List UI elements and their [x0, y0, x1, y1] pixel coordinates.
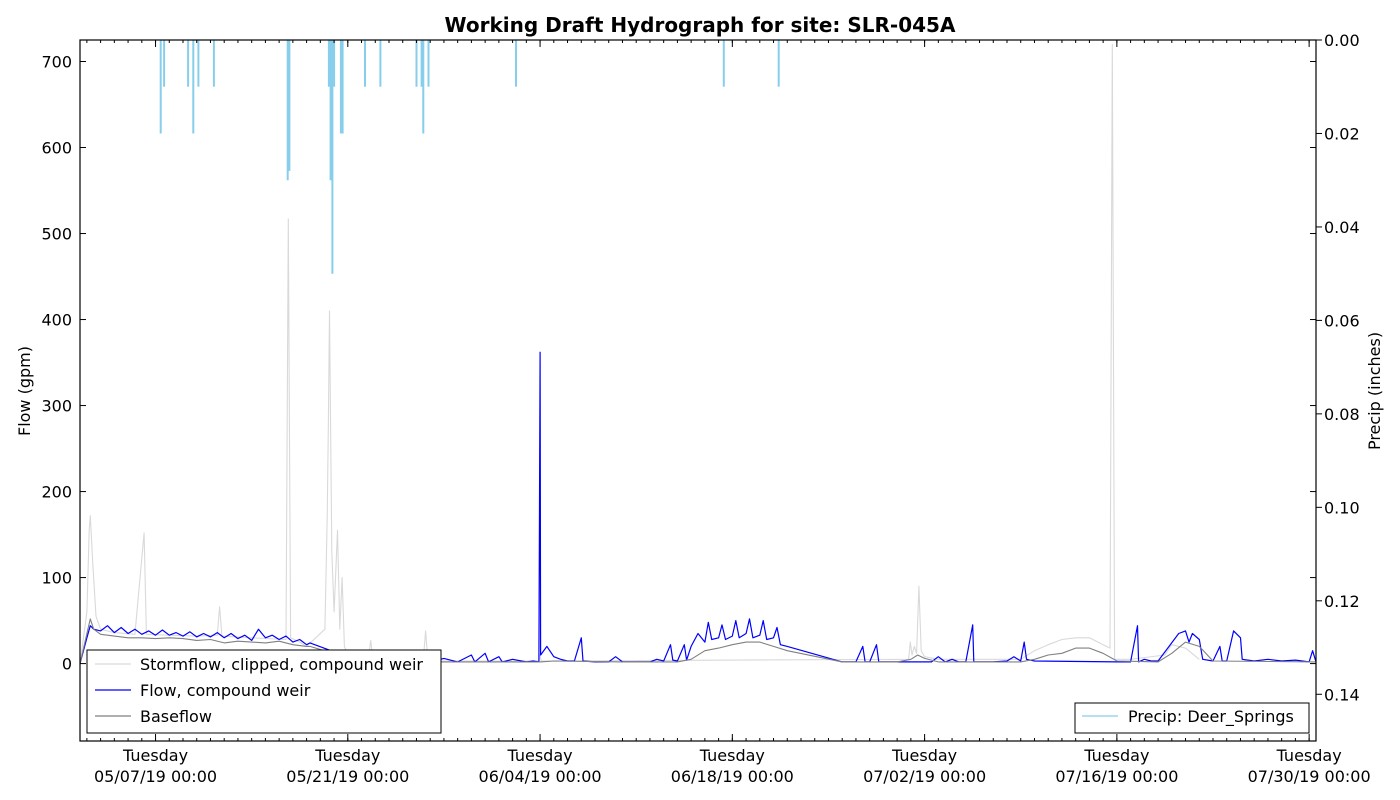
- y-tick-label: 600: [41, 139, 72, 158]
- plot-frame: [79, 39, 1317, 742]
- y2-tick-label: 0.08: [1324, 405, 1360, 424]
- left-axis: 0 100 200 300 400 500 600 700: [41, 53, 1316, 674]
- x-tick-day-label: Tuesday: [699, 746, 765, 765]
- y2-tick-label: 0.14: [1324, 685, 1360, 704]
- x-tick-date-label: 06/18/19 00:00: [671, 767, 794, 786]
- y-tick-label: 0: [62, 655, 72, 674]
- legend-right: Precip: Deer_Springs: [1074, 702, 1310, 734]
- x-tick-day-label: Tuesday: [1276, 746, 1342, 765]
- x-tick-day-label: Tuesday: [891, 746, 957, 765]
- chart-title: Working Draft Hydrograph for site: SLR-0…: [445, 13, 956, 37]
- legend-right-box: [1074, 702, 1310, 734]
- x-tick-day-label: Tuesday: [507, 746, 573, 765]
- x-tick-date-label: 07/02/19 00:00: [863, 767, 986, 786]
- legend-label-precip: Precip: Deer_Springs: [1128, 707, 1294, 727]
- y2-tick-label: 0.00: [1324, 31, 1360, 50]
- y-tick-label: 200: [41, 483, 72, 502]
- precip-layer: [159, 40, 780, 274]
- x-tick-date-label: 05/07/19 00:00: [94, 767, 217, 786]
- right-axis: 0.00 0.02 0.04 0.06 0.08 0.10 0.12 0.14: [1316, 31, 1360, 704]
- y2-tick-label: 0.04: [1324, 218, 1360, 237]
- x-tick-day-label: Tuesday: [314, 746, 380, 765]
- plot-area: [80, 40, 1316, 741]
- x-tick-date-label: 05/21/19 00:00: [286, 767, 409, 786]
- y-tick-label: 700: [41, 53, 72, 72]
- x-axis: Tuesday 05/07/19 00:00 Tuesday 05/21/19 00:…: [86, 40, 1371, 786]
- x-tick-day-label: Tuesday: [1083, 746, 1149, 765]
- x-tick-day-label: Tuesday: [122, 746, 188, 765]
- y2-tick-label: 0.12: [1324, 592, 1360, 611]
- y2-tick-label: 0.02: [1324, 124, 1360, 143]
- legend-left: Stormflow, clipped, compound weir Flow, …: [86, 649, 442, 734]
- x-tick-date-label: 07/30/19 00:00: [1248, 767, 1371, 786]
- x-tick-date-label: 06/04/19 00:00: [479, 767, 602, 786]
- legend-label-flow: Flow, compound weir: [140, 681, 311, 700]
- y2-tick-label: 0.10: [1324, 498, 1360, 517]
- x-tick-date-label: 07/16/19 00:00: [1055, 767, 1178, 786]
- series-line-flow: [79, 351, 1317, 664]
- y2-axis-label: Precip (inches): [1365, 332, 1384, 450]
- y-tick-label: 100: [41, 569, 72, 588]
- y-tick-label: 400: [41, 311, 72, 330]
- y-axis-label: Flow (gpm): [15, 346, 34, 436]
- y-tick-label: 500: [41, 225, 72, 244]
- y2-tick-label: 0.06: [1324, 311, 1360, 330]
- legend-left-box: [86, 649, 442, 734]
- legend-label-stormflow: Stormflow, clipped, compound weir: [140, 655, 423, 674]
- legend-label-baseflow: Baseflow: [140, 707, 212, 726]
- y-tick-label: 300: [41, 397, 72, 416]
- series-line-baseflow: [79, 618, 1317, 664]
